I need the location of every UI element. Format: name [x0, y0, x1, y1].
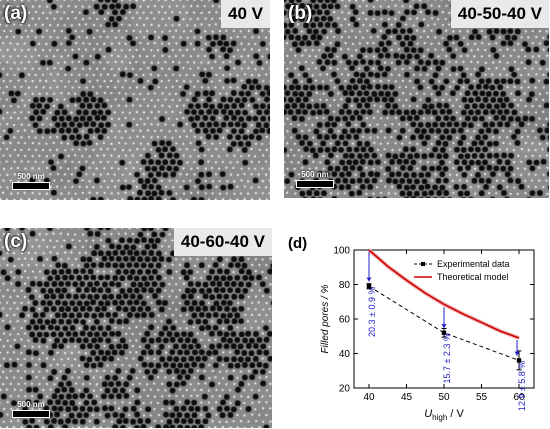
experimental-point	[366, 284, 372, 289]
y-tick-label: 100	[333, 246, 350, 257]
experimental-line	[368, 285, 520, 361]
chart-legend: Experimental data Theoretical model	[414, 259, 510, 282]
x-tick-label: 60	[513, 392, 525, 403]
scalebar-label-a: 500 nm	[17, 172, 45, 181]
sem-image-b	[284, 0, 549, 198]
y-tick-label: 80	[339, 280, 351, 291]
legend-marker-experimental	[421, 262, 425, 266]
scalebar-b: 500 nm	[296, 170, 334, 188]
annotation-arrowhead	[441, 324, 447, 329]
y-tick-label: 20	[339, 384, 351, 395]
theory-line	[368, 249, 520, 339]
panel-letter-a: (a)	[4, 3, 28, 24]
annotation-label: 15.7 ± 2.3 %	[442, 333, 452, 383]
experimental-point	[516, 358, 522, 363]
chart-marks: 20.3 ± 0.9 % 15.7 ± 2.3 % 12.9 ± 5.8 %	[366, 248, 527, 411]
filled-pores-chart: (d) 40 45 50 55 60 20 40 60 80 100 Uhigh / V Filled…	[288, 235, 535, 422]
legend-label-experimental: Experimental data	[437, 259, 510, 269]
scalebar-label-c: 500 nm	[17, 400, 45, 409]
chart-axes: 40 45 50 55 60 20 40 60 80 100 Uhigh / V Filled por…	[320, 246, 535, 422]
panel-letter-b: (b)	[288, 3, 313, 24]
panel-letter-c: (c)	[4, 231, 28, 252]
y-tick-label: 60	[339, 315, 351, 326]
panel-letter-d: (d)	[288, 235, 307, 252]
x-tick-label: 45	[401, 392, 413, 403]
voltage-label-a: 40 V	[221, 0, 270, 28]
y-tick-label: 40	[339, 349, 351, 360]
voltage-label-c: 40-60-40 V	[173, 228, 272, 256]
legend-label-theory: Theoretical model	[437, 272, 509, 282]
x-axis-label: Uhigh / V	[424, 408, 464, 422]
annotation-label: 20.3 ± 0.9 %	[367, 287, 377, 337]
sem-image-c	[0, 228, 272, 428]
experimental-point	[441, 330, 447, 335]
x-axis-label-sub: high	[432, 413, 447, 422]
x-axis-label-unit: / V	[447, 408, 464, 420]
annotation-arrowhead	[366, 277, 372, 282]
annotation-arrowhead	[514, 351, 520, 356]
sem-image-a	[0, 0, 270, 200]
y-axis-label: Filled pores / %	[320, 284, 331, 353]
scalebar-c: 500 nm	[12, 400, 50, 418]
scalebar-bar-b	[296, 180, 334, 188]
x-tick-label: 40	[363, 392, 375, 403]
scalebar-bar-a	[12, 182, 50, 190]
x-tick-label: 50	[438, 392, 450, 403]
micrograph-panel-b: (b) 40-50-40 V 500 nm	[284, 0, 549, 198]
micrograph-panel-a: (a) 40 V 500 nm	[0, 0, 270, 200]
micrograph-panel-c: (c) 40-60-40 V 500 nm	[0, 228, 272, 428]
x-axis-label-main: U	[424, 408, 432, 420]
annotation-label: 12.9 ± 5.8 %	[517, 361, 527, 411]
scalebar-bar-c	[12, 410, 50, 418]
scalebar-a: 500 nm	[12, 172, 50, 190]
scalebar-label-b: 500 nm	[301, 170, 329, 179]
voltage-label-b: 40-50-40 V	[450, 0, 549, 28]
x-tick-label: 55	[476, 392, 488, 403]
